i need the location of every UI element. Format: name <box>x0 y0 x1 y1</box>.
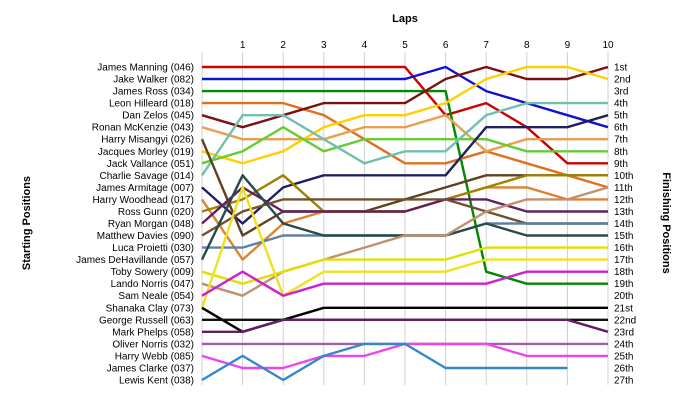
x-tick-7: 7 <box>483 40 489 51</box>
finish-label: 10th <box>614 171 633 182</box>
finish-label: 14th <box>614 219 633 230</box>
finish-label: 27th <box>614 376 633 387</box>
finishing-position-labels: 1st2nd3rd4th5th6th7th8th9th10th11th12th1… <box>614 63 636 387</box>
series-line-27 <box>201 342 568 382</box>
grid-lines <box>201 52 609 385</box>
series-line-10 <box>201 114 609 225</box>
x-tick-3: 3 <box>321 40 327 51</box>
series-line-24 <box>202 318 609 333</box>
driver-label: Oliver Norris (032) <box>112 339 194 350</box>
driver-label: Sam Neale (054) <box>118 291 194 302</box>
finish-label: 5th <box>614 111 628 122</box>
driver-label: Charlie Savage (014) <box>100 171 195 182</box>
x-tick-9: 9 <box>565 40 571 51</box>
finish-label: 15th <box>614 231 633 242</box>
finish-label: 7th <box>614 135 628 146</box>
series-line-5 <box>201 65 609 129</box>
driver-label: Ryan Morgan (048) <box>108 219 194 230</box>
driver-label: James Ross (034) <box>113 87 194 98</box>
series-line-2 <box>202 65 609 129</box>
series-group <box>200 65 609 382</box>
series-line-7 <box>201 65 609 165</box>
x-tick-1: 1 <box>240 40 246 51</box>
chart-title: Laps <box>392 13 418 25</box>
finish-label: 12th <box>614 195 633 206</box>
finish-label: 21st <box>614 303 633 314</box>
x-tick-5: 5 <box>402 40 408 51</box>
finish-label: 22nd <box>614 315 636 326</box>
series-line-21 <box>201 270 608 297</box>
driver-label: Harry Webb (085) <box>115 351 194 362</box>
driver-label: Leon Hilleard (018) <box>109 99 194 110</box>
finish-label: 24th <box>614 339 633 350</box>
finish-label: 3rd <box>614 87 628 98</box>
series-line-18 <box>201 186 609 297</box>
x-tick-2: 2 <box>280 40 286 51</box>
finish-label: 11th <box>614 183 633 194</box>
finish-label: 19th <box>614 279 633 290</box>
driver-label: Matthew Davies (090) <box>97 231 194 242</box>
finish-label: 4th <box>614 99 628 110</box>
driver-label: Shanaka Clay (073) <box>106 303 194 314</box>
finish-label: 8th <box>614 147 628 158</box>
finish-label: 23rd <box>614 327 634 338</box>
driver-label: James Clarke (037) <box>107 363 194 374</box>
driver-label: Jacques Morley (019) <box>98 147 194 158</box>
x-tick-labels: 1 2 3 4 5 6 7 8 9 10 <box>240 40 614 51</box>
driver-label: Lewis Kent (038) <box>119 376 194 387</box>
driver-label: George Russell (063) <box>99 315 194 326</box>
series-line-19 <box>201 246 608 285</box>
finish-label: 17th <box>614 255 633 266</box>
driver-label: Dan Zelos (045) <box>122 111 194 122</box>
driver-label: Luca Proietti (030) <box>112 243 194 254</box>
driver-label: James Manning (046) <box>97 63 194 74</box>
finish-label: 26th <box>614 363 633 374</box>
driver-label: Harry Woodhead (017) <box>92 195 194 206</box>
driver-label: Jake Walker (082) <box>113 75 194 86</box>
series-line-3 <box>202 89 608 285</box>
x-tick-8: 8 <box>524 40 530 51</box>
driver-label: James Armitage (007) <box>96 183 194 194</box>
driver-label: James DeHavillande (057) <box>76 255 194 266</box>
driver-label: Mark Phelps (058) <box>112 327 194 338</box>
driver-label: Toby Sowery (009) <box>111 267 194 278</box>
finish-label: 2nd <box>614 75 631 86</box>
series-line-9 <box>201 101 608 176</box>
finish-label: 18th <box>614 267 633 278</box>
driver-label: Harry Misangyi (026) <box>101 135 194 146</box>
finish-label: 25th <box>614 351 633 362</box>
y-axis-label-left: Starting Positions <box>21 176 33 270</box>
x-tick-4: 4 <box>362 40 368 51</box>
starting-position-labels: James Manning (046)Jake Walker (082)Jame… <box>76 63 194 387</box>
finish-label: 9th <box>614 159 628 170</box>
x-tick-10: 10 <box>602 40 614 51</box>
finish-label: 1st <box>614 63 628 74</box>
finish-label: 6th <box>614 123 628 134</box>
driver-label: Jack Vallance (051) <box>107 159 194 170</box>
finish-label: 16th <box>614 243 633 254</box>
series-line-4 <box>202 101 609 189</box>
x-tick-6: 6 <box>443 40 449 51</box>
driver-label: Ronan McKenzie (043) <box>92 123 194 134</box>
y-axis-label-right: Finishing Positions <box>660 172 672 273</box>
driver-label: Ross Gunn (020) <box>118 207 194 218</box>
finish-label: 20th <box>614 291 633 302</box>
series-line-6 <box>201 114 608 153</box>
series-line-20 <box>200 186 608 309</box>
finish-label: 13th <box>614 207 633 218</box>
series-line-8 <box>201 126 608 165</box>
driver-label: Lando Norris (047) <box>111 279 194 290</box>
